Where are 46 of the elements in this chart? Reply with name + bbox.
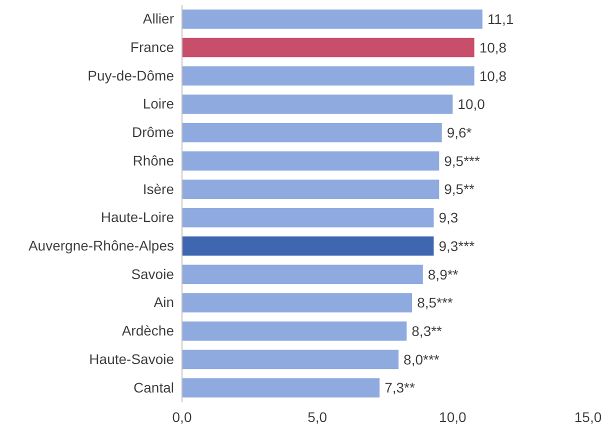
data-label: 10,8 — [479, 68, 507, 84]
y-tick-label: Ardèche — [122, 322, 174, 339]
y-tick-label: Cantal — [134, 379, 174, 396]
data-label: 8,3** — [412, 323, 443, 340]
bar — [182, 151, 440, 171]
x-tick-label: 15,0 — [574, 408, 602, 425]
bar — [182, 293, 412, 312]
bar — [182, 208, 434, 228]
data-label: 10,0 — [458, 96, 486, 112]
bar — [182, 264, 423, 284]
bar — [182, 321, 407, 341]
y-tick-label: Puy-de-Dôme — [88, 67, 174, 84]
data-label: 11,1 — [487, 11, 514, 28]
x-tick-label: 10,0 — [439, 408, 467, 425]
y-tick-label: France — [130, 39, 174, 56]
bar — [182, 38, 474, 58]
bar — [182, 180, 440, 199]
bar — [182, 10, 482, 29]
y-tick-label: Drôme — [132, 124, 174, 140]
y-tick-label: Ain — [154, 294, 174, 310]
data-label: 7,3** — [384, 380, 416, 396]
y-tick-label: Auvergne-Rhône-Alpes — [28, 238, 174, 254]
bar — [182, 236, 434, 256]
data-label: 9,3*** — [438, 238, 476, 254]
y-tick-label: Rhône — [132, 152, 174, 168]
bar — [182, 378, 380, 398]
y-tick-label: Loire — [142, 96, 174, 112]
y-tick-label: Isère — [142, 180, 174, 197]
data-label: 8,0*** — [404, 351, 440, 368]
bar — [182, 122, 442, 142]
data-label: 9,3 — [438, 210, 458, 226]
x-tick-label: 5,0 — [308, 408, 328, 425]
data-label: 8,5*** — [417, 294, 454, 311]
x-tick-label: 0,0 — [172, 408, 192, 425]
data-label: 8,9** — [428, 266, 459, 282]
y-tick-label: Savoie — [131, 266, 174, 282]
data-label: 10,8 — [479, 39, 507, 56]
bar — [182, 66, 474, 86]
y-tick-label: Haute-Loire — [100, 209, 174, 226]
y-tick-label: Allier — [142, 10, 174, 27]
bar — [182, 94, 453, 114]
y-tick-label: Haute-Savoie — [89, 350, 174, 367]
data-label: 9,5*** — [444, 152, 480, 169]
data-label: 9,6* — [446, 124, 472, 141]
bar — [182, 350, 399, 370]
data-label: 9,5** — [444, 181, 476, 198]
